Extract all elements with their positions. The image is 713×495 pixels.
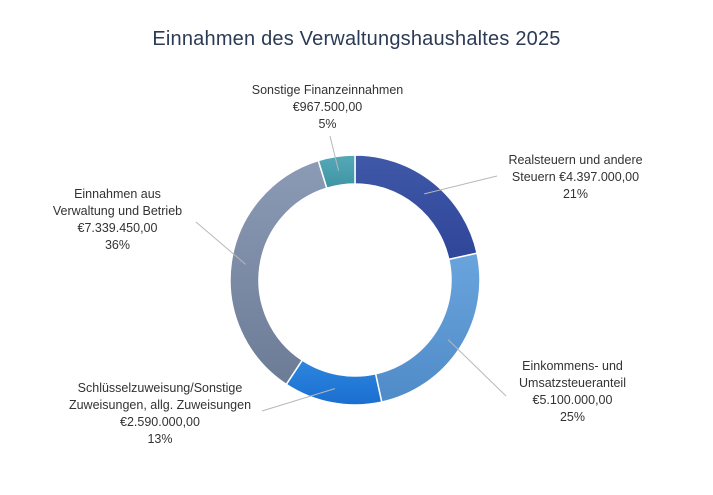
label-line: Verwaltung und Betrieb — [52, 204, 183, 218]
percent-label: 13% — [147, 432, 173, 446]
slice-label-realsteuern: Realsteuern und andere Steuern €4.397.00… — [493, 152, 658, 203]
label-line: Realsteuern und andere — [508, 153, 643, 167]
leader-line-verwaltung — [195, 221, 246, 265]
leader-line-sonstige — [329, 135, 340, 171]
slice-label-einkommen: Einkommens- und Umsatzsteueranteil €5.10… — [510, 358, 635, 426]
leader-line-einkommen — [447, 339, 507, 397]
slice-label-sonstige: Sonstige Finanzeinnahmen €967.500,00 5% — [240, 82, 415, 133]
percent-label: 36% — [104, 238, 131, 252]
label-line: Sonstige Finanzeinnahmen — [251, 83, 404, 97]
label-line: Umsatzsteueranteil — [519, 376, 626, 390]
leader-line-realsteuern — [424, 175, 498, 195]
label-line: Zuweisungen, allg. Zuweisungen — [68, 398, 252, 412]
value-label: €7.339.450,00 — [77, 221, 158, 235]
label-line: Schlüsselzuweisung/Sonstige — [77, 381, 243, 395]
slice-einkommen — [374, 252, 481, 403]
percent-label: 5% — [318, 117, 337, 131]
value-label: €2.590.000,00 — [120, 415, 200, 429]
chart-title: Einnahmen des Verwaltungshaushaltes 2025 — [152, 28, 561, 50]
percent-label: 25% — [559, 410, 586, 424]
leader-line-schluessel — [261, 388, 336, 412]
value-label: €5.100.000,00 — [532, 393, 613, 407]
label-line: Steuern €4.397.000,00 — [511, 170, 640, 184]
label-line: Einkommens- und — [522, 359, 623, 373]
slice-sonstige — [317, 154, 356, 190]
slice-label-verwaltung: Einnahmen aus Verwaltung und Betrieb €7.… — [40, 186, 195, 254]
label-line: Einnahmen aus — [74, 187, 161, 201]
slice-verwaltung — [229, 159, 328, 386]
slice-schluessel — [285, 359, 383, 406]
slice-realsteuern — [354, 154, 478, 261]
percent-label: 21% — [562, 187, 589, 201]
slice-label-schluessel: Schlüsselzuweisung/Sonstige Zuweisungen,… — [60, 380, 260, 448]
value-label: €967.500,00 — [292, 100, 363, 114]
